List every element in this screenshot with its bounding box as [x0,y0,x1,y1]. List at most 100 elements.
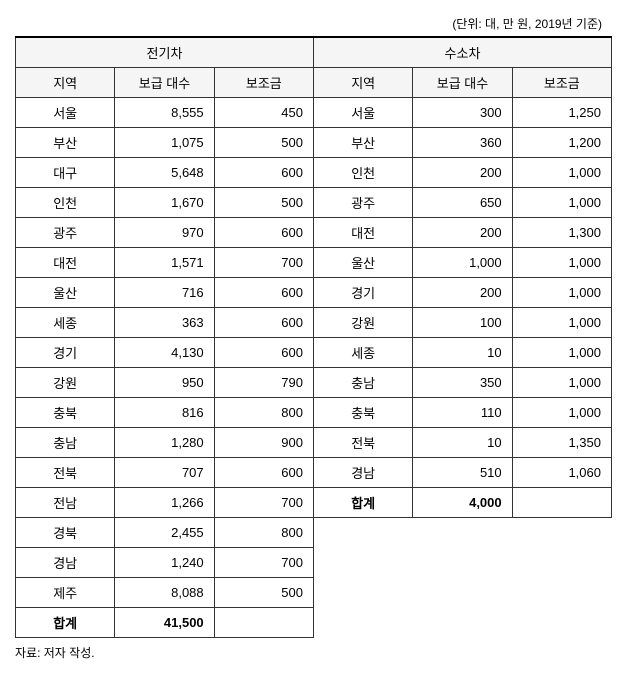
hv-subsidy-cell: 1,000 [512,188,611,218]
ev-region-cell: 인천 [16,188,115,218]
empty-cell [512,608,611,638]
hv-supply-cell: 360 [413,128,512,158]
empty-cell [413,518,512,548]
hv-subsidy-cell: 1,000 [512,248,611,278]
source-note: 자료: 저자 작성. [15,644,612,661]
hv-region-cell: 대전 [313,218,412,248]
ev-subsidy-cell: 790 [214,368,313,398]
table-row: 제주8,088500 [16,578,612,608]
ev-supply-cell: 2,455 [115,518,214,548]
hv-subsidy-cell: 1,250 [512,98,611,128]
ev-subsidy-cell: 600 [214,158,313,188]
ev-group-header: 전기차 [16,37,314,68]
empty-cell [512,518,611,548]
ev-region-cell: 강원 [16,368,115,398]
table-row: 경남1,240700 [16,548,612,578]
empty-cell [512,548,611,578]
ev-subsidy-cell: 700 [214,548,313,578]
ev-region-cell: 세종 [16,308,115,338]
hv-supply-cell: 200 [413,278,512,308]
table-row: 충북816800충북1101,000 [16,398,612,428]
hv-subsidy-cell: 1,000 [512,278,611,308]
hv-region-cell: 전북 [313,428,412,458]
hv-total-supply-cell: 4,000 [413,488,512,518]
table-body: 서울8,555450서울3001,250부산1,075500부산3601,200… [16,98,612,638]
ev-region-cell: 경기 [16,338,115,368]
unit-note: (단위: 대, 만 원, 2019년 기준) [15,15,612,32]
table-row: 서울8,555450서울3001,250 [16,98,612,128]
ev-subsidy-cell: 500 [214,188,313,218]
ev-supply-cell: 970 [115,218,214,248]
ev-subsidy-cell: 600 [214,278,313,308]
ev-subsidy-cell: 800 [214,398,313,428]
ev-supply-cell: 1,571 [115,248,214,278]
hv-subsidy-cell: 1,350 [512,428,611,458]
hv-subsidy-header: 보조금 [512,68,611,98]
ev-supply-cell: 8,555 [115,98,214,128]
hv-total-region-cell: 합계 [313,488,412,518]
ev-supply-cell: 950 [115,368,214,398]
ev-subsidy-header: 보조금 [214,68,313,98]
ev-region-cell: 경남 [16,548,115,578]
table-row: 전남1,266700합계4,000 [16,488,612,518]
ev-supply-cell: 1,240 [115,548,214,578]
ev-subsidy-cell: 600 [214,218,313,248]
ev-region-cell: 대구 [16,158,115,188]
hv-region-cell: 울산 [313,248,412,278]
table-row: 경북2,455800 [16,518,612,548]
empty-cell [413,578,512,608]
hv-supply-cell: 200 [413,158,512,188]
ev-supply-cell: 1,075 [115,128,214,158]
ev-region-cell: 부산 [16,128,115,158]
hv-supply-cell: 10 [413,428,512,458]
hv-supply-cell: 350 [413,368,512,398]
hv-region-cell: 강원 [313,308,412,338]
hv-supply-cell: 300 [413,98,512,128]
table-row: 경기4,130600세종101,000 [16,338,612,368]
hv-region-header: 지역 [313,68,412,98]
hv-region-cell: 충남 [313,368,412,398]
empty-cell [413,548,512,578]
hv-subsidy-cell: 1,000 [512,338,611,368]
empty-cell [313,548,412,578]
ev-subsidy-cell: 450 [214,98,313,128]
hv-group-header: 수소차 [313,37,611,68]
ev-subsidy-cell: 600 [214,308,313,338]
hv-supply-cell: 100 [413,308,512,338]
ev-supply-cell: 1,266 [115,488,214,518]
ev-supply-cell: 707 [115,458,214,488]
ev-region-cell: 서울 [16,98,115,128]
ev-supply-cell: 41,500 [115,608,214,638]
ev-supply-header: 보급 대수 [115,68,214,98]
table-row: 전북707600경남5101,060 [16,458,612,488]
hv-subsidy-cell: 1,200 [512,128,611,158]
ev-subsidy-cell: 700 [214,248,313,278]
empty-cell [313,578,412,608]
hv-region-cell: 광주 [313,188,412,218]
table-row: 세종363600강원1001,000 [16,308,612,338]
ev-supply-cell: 5,648 [115,158,214,188]
ev-subsidy-cell: 600 [214,458,313,488]
ev-supply-cell: 1,670 [115,188,214,218]
ev-supply-cell: 816 [115,398,214,428]
hv-region-cell: 경기 [313,278,412,308]
hv-supply-cell: 650 [413,188,512,218]
ev-subsidy-cell: 500 [214,128,313,158]
hv-region-cell: 부산 [313,128,412,158]
ev-subsidy-cell [214,608,313,638]
ev-region-cell: 광주 [16,218,115,248]
hv-subsidy-cell: 1,000 [512,308,611,338]
table-row: 대구5,648600인천2001,000 [16,158,612,188]
ev-supply-cell: 1,280 [115,428,214,458]
table-row: 강원950790충남3501,000 [16,368,612,398]
hv-region-cell: 경남 [313,458,412,488]
hv-supply-cell: 110 [413,398,512,428]
hv-supply-header: 보급 대수 [413,68,512,98]
ev-subsidy-cell: 500 [214,578,313,608]
ev-region-cell: 제주 [16,578,115,608]
ev-region-cell: 전남 [16,488,115,518]
table-row: 부산1,075500부산3601,200 [16,128,612,158]
ev-subsidy-cell: 900 [214,428,313,458]
ev-region-cell: 충북 [16,398,115,428]
hv-supply-cell: 10 [413,338,512,368]
